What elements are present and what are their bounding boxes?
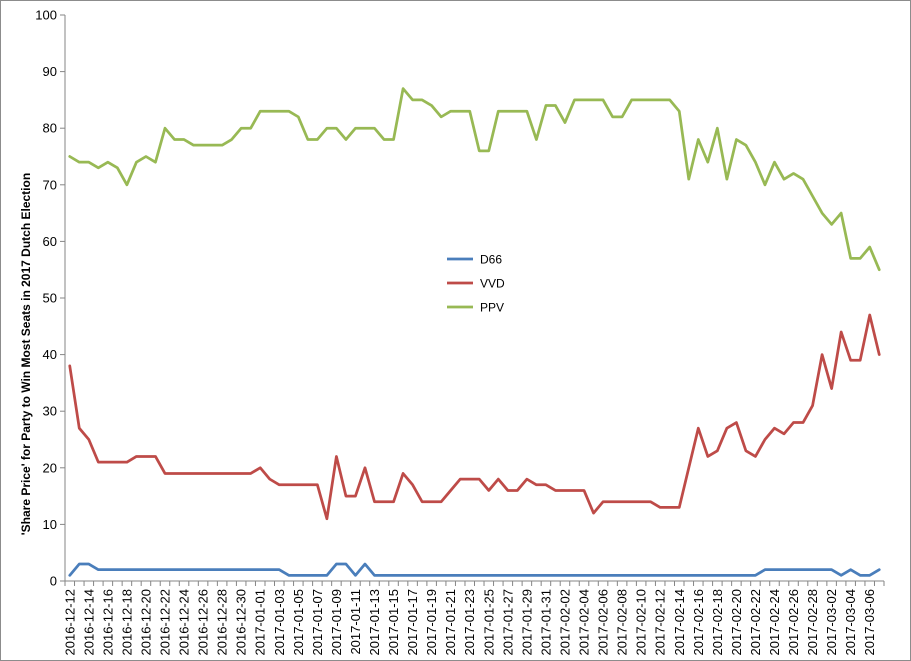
x-tick-label: 2016-12-14	[81, 589, 96, 656]
y-axis-title-group: 'Share Price' for Party to Win Most Seat…	[19, 173, 33, 535]
x-tick-label: 2017-02-08	[615, 589, 630, 656]
y-tick-label: 100	[35, 8, 57, 23]
x-tick-label: 2016-12-20	[138, 589, 153, 656]
y-tick-label: 20	[43, 460, 57, 475]
series-lines	[68, 87, 881, 577]
y-tick-label: 10	[43, 517, 57, 532]
series-line-vvd	[68, 313, 881, 521]
x-tick-label: 2017-03-04	[843, 589, 858, 656]
legend-label-d66: D66	[480, 253, 502, 267]
x-ticks: 2016-12-12 2016-12-14 2016-12-16 2016-12-18…	[62, 581, 885, 656]
x-tick-label: 2017-02-04	[577, 589, 592, 656]
x-tick-label: 2017-02-20	[729, 589, 744, 656]
x-tick-label: 2016-12-24	[177, 589, 192, 656]
x-tick-label: 2017-01-21	[443, 589, 458, 656]
x-tick-label: 2017-01-25	[481, 589, 496, 656]
y-tick-label: 40	[43, 347, 57, 362]
y-tick-label: 80	[43, 121, 57, 136]
x-tick-label: 2017-01-23	[462, 589, 477, 656]
x-tick-label: 2016-12-30	[234, 589, 249, 656]
x-tick-label: 2017-01-27	[500, 589, 515, 656]
y-tick-label: 90	[43, 64, 57, 79]
x-tick-label: 2017-02-16	[691, 589, 706, 656]
legend-label-vvd: VVD	[480, 277, 505, 291]
x-tick-label: 2016-12-22	[157, 589, 172, 656]
x-tick-label: 2017-01-01	[253, 589, 268, 656]
x-tick-label: 2017-01-15	[386, 589, 401, 656]
series-line-d66	[68, 562, 881, 577]
x-tick-label: 2017-01-29	[519, 589, 534, 656]
y-tick-label: 60	[43, 234, 57, 249]
x-tick-label: 2017-01-05	[291, 589, 306, 656]
x-tick-label: 2017-03-02	[824, 589, 839, 656]
x-tick-label: 2017-03-06	[862, 589, 877, 656]
x-tick-label: 2017-02-24	[767, 589, 782, 656]
y-tick-label: 0	[50, 574, 57, 589]
x-tick-label: 2017-02-18	[710, 589, 725, 656]
x-tick-label: 2016-12-26	[196, 589, 211, 656]
x-tick-label: 2017-02-22	[748, 589, 763, 656]
x-tick-label: 2017-01-31	[538, 589, 553, 656]
series-line-ppv	[68, 87, 881, 272]
y-tick-label: 30	[43, 404, 57, 419]
x-tick-label: 2017-01-09	[329, 589, 344, 656]
x-tick-label: 2016-12-28	[215, 589, 230, 656]
x-tick-label: 2017-01-19	[424, 589, 439, 656]
x-tick-label: 2017-02-14	[672, 589, 687, 656]
legend-label-ppv: PPV	[480, 301, 504, 315]
x-tick-label: 2017-01-11	[348, 589, 363, 655]
x-tick-label: 2017-02-06	[596, 589, 611, 656]
y-ticks: 0 10 20 30 40 50 60 70 80 90 100	[35, 8, 65, 589]
x-tick-label: 2017-02-02	[557, 589, 572, 656]
y-axis-title: 'Share Price' for Party to Win Most Seat…	[19, 173, 33, 535]
x-tick-label: 2017-01-03	[272, 589, 287, 656]
x-tick-label: 2017-01-17	[405, 589, 420, 656]
x-tick-label: 2017-01-07	[310, 589, 325, 656]
x-tick-label: 2017-01-13	[367, 589, 382, 656]
y-tick-label: 70	[43, 177, 57, 192]
x-tick-label: 2017-02-10	[634, 589, 649, 656]
x-tick-label: 2016-12-16	[100, 589, 115, 656]
x-tick-label: 2017-02-28	[805, 589, 820, 656]
legend: D66 VVD PPV	[447, 253, 505, 315]
x-tick-label: 2017-02-12	[653, 589, 668, 656]
axes	[64, 15, 884, 582]
x-tick-label: 2016-12-12	[62, 589, 77, 656]
x-tick-label: 2016-12-18	[119, 589, 134, 656]
y-tick-label: 50	[43, 291, 57, 306]
x-tick-label: 2017-02-26	[786, 589, 801, 656]
